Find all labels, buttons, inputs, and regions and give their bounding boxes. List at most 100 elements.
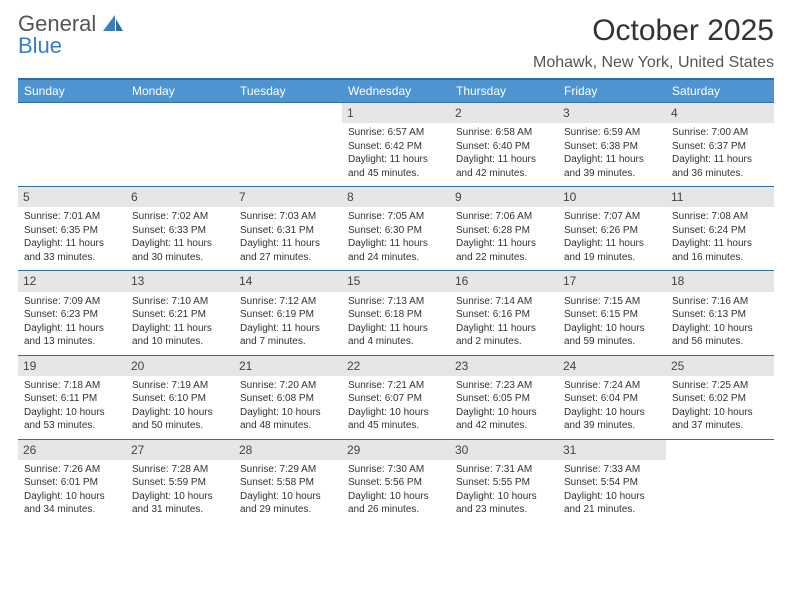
sunrise-text: Sunrise: 7:16 AM (672, 295, 768, 309)
day-number: 22 (342, 356, 450, 376)
sunrise-text: Sunrise: 6:58 AM (456, 126, 552, 140)
brand-text: General Blue (18, 14, 123, 58)
sunset-text: Sunset: 6:24 PM (672, 224, 768, 238)
daylight-text: Daylight: 10 hours and 48 minutes. (240, 406, 336, 433)
day-header: Friday (558, 80, 666, 103)
daylight-text: Daylight: 10 hours and 59 minutes. (564, 322, 660, 349)
sunrise-text: Sunrise: 7:14 AM (456, 295, 552, 309)
day-cell: 13Sunrise: 7:10 AMSunset: 6:21 PMDayligh… (126, 271, 234, 355)
sunrise-text: Sunrise: 7:06 AM (456, 210, 552, 224)
day-header: Tuesday (234, 80, 342, 103)
sunset-text: Sunset: 6:18 PM (348, 308, 444, 322)
day-number: 4 (666, 103, 774, 123)
sunset-text: Sunset: 6:19 PM (240, 308, 336, 322)
sunrise-text: Sunrise: 7:19 AM (132, 379, 228, 393)
week-row: 26Sunrise: 7:26 AMSunset: 6:01 PMDayligh… (18, 439, 774, 523)
sunset-text: Sunset: 6:15 PM (564, 308, 660, 322)
daylight-text: Daylight: 10 hours and 31 minutes. (132, 490, 228, 517)
day-cell (666, 439, 774, 523)
day-number: 3 (558, 103, 666, 123)
day-number (18, 103, 126, 123)
sunrise-text: Sunrise: 7:12 AM (240, 295, 336, 309)
sunset-text: Sunset: 6:42 PM (348, 140, 444, 154)
sunset-text: Sunset: 6:10 PM (132, 392, 228, 406)
sunrise-text: Sunrise: 7:03 AM (240, 210, 336, 224)
daylight-text: Daylight: 11 hours and 2 minutes. (456, 322, 552, 349)
day-cell (18, 103, 126, 187)
day-number: 16 (450, 271, 558, 291)
brand-bottom: Blue (18, 33, 62, 58)
sunrise-text: Sunrise: 7:26 AM (24, 463, 120, 477)
daylight-text: Daylight: 10 hours and 34 minutes. (24, 490, 120, 517)
daylight-text: Daylight: 11 hours and 10 minutes. (132, 322, 228, 349)
sunset-text: Sunset: 6:13 PM (672, 308, 768, 322)
daylight-text: Daylight: 11 hours and 19 minutes. (564, 237, 660, 264)
daylight-text: Daylight: 10 hours and 37 minutes. (672, 406, 768, 433)
page-header: General Blue October 2025 Mohawk, New Yo… (18, 14, 774, 72)
day-cell: 16Sunrise: 7:14 AMSunset: 6:16 PMDayligh… (450, 271, 558, 355)
day-header: Wednesday (342, 80, 450, 103)
daylight-text: Daylight: 10 hours and 45 minutes. (348, 406, 444, 433)
day-number: 31 (558, 440, 666, 460)
sail-icon (103, 15, 123, 31)
day-cell: 11Sunrise: 7:08 AMSunset: 6:24 PMDayligh… (666, 187, 774, 271)
day-cell: 27Sunrise: 7:28 AMSunset: 5:59 PMDayligh… (126, 439, 234, 523)
daylight-text: Daylight: 11 hours and 45 minutes. (348, 153, 444, 180)
day-number: 10 (558, 187, 666, 207)
day-number: 12 (18, 271, 126, 291)
calendar-table: Sunday Monday Tuesday Wednesday Thursday… (18, 80, 774, 523)
sunrise-text: Sunrise: 7:29 AM (240, 463, 336, 477)
day-cell: 29Sunrise: 7:30 AMSunset: 5:56 PMDayligh… (342, 439, 450, 523)
daylight-text: Daylight: 11 hours and 36 minutes. (672, 153, 768, 180)
day-cell: 15Sunrise: 7:13 AMSunset: 6:18 PMDayligh… (342, 271, 450, 355)
day-number: 18 (666, 271, 774, 291)
sunset-text: Sunset: 5:54 PM (564, 476, 660, 490)
day-cell: 12Sunrise: 7:09 AMSunset: 6:23 PMDayligh… (18, 271, 126, 355)
sunset-text: Sunset: 6:28 PM (456, 224, 552, 238)
day-number: 23 (450, 356, 558, 376)
sunrise-text: Sunrise: 7:20 AM (240, 379, 336, 393)
sunset-text: Sunset: 6:38 PM (564, 140, 660, 154)
day-cell: 4Sunrise: 7:00 AMSunset: 6:37 PMDaylight… (666, 103, 774, 187)
day-cell (126, 103, 234, 187)
sunrise-text: Sunrise: 7:07 AM (564, 210, 660, 224)
daylight-text: Daylight: 11 hours and 27 minutes. (240, 237, 336, 264)
sunrise-text: Sunrise: 7:05 AM (348, 210, 444, 224)
daylight-text: Daylight: 10 hours and 53 minutes. (24, 406, 120, 433)
sunrise-text: Sunrise: 6:59 AM (564, 126, 660, 140)
sunrise-text: Sunrise: 7:18 AM (24, 379, 120, 393)
daylight-text: Daylight: 11 hours and 16 minutes. (672, 237, 768, 264)
daylight-text: Daylight: 11 hours and 4 minutes. (348, 322, 444, 349)
day-number (126, 103, 234, 123)
sunrise-text: Sunrise: 7:24 AM (564, 379, 660, 393)
daylight-text: Daylight: 11 hours and 39 minutes. (564, 153, 660, 180)
day-number: 24 (558, 356, 666, 376)
daylight-text: Daylight: 10 hours and 56 minutes. (672, 322, 768, 349)
sunrise-text: Sunrise: 7:01 AM (24, 210, 120, 224)
day-cell: 5Sunrise: 7:01 AMSunset: 6:35 PMDaylight… (18, 187, 126, 271)
sunrise-text: Sunrise: 7:33 AM (564, 463, 660, 477)
day-cell (234, 103, 342, 187)
daylight-text: Daylight: 11 hours and 13 minutes. (24, 322, 120, 349)
sunrise-text: Sunrise: 7:21 AM (348, 379, 444, 393)
daylight-text: Daylight: 10 hours and 21 minutes. (564, 490, 660, 517)
sunset-text: Sunset: 6:33 PM (132, 224, 228, 238)
sunrise-text: Sunrise: 7:30 AM (348, 463, 444, 477)
day-number: 14 (234, 271, 342, 291)
sunset-text: Sunset: 6:37 PM (672, 140, 768, 154)
daylight-text: Daylight: 10 hours and 26 minutes. (348, 490, 444, 517)
week-row: 19Sunrise: 7:18 AMSunset: 6:11 PMDayligh… (18, 355, 774, 439)
day-number: 1 (342, 103, 450, 123)
daylight-text: Daylight: 11 hours and 7 minutes. (240, 322, 336, 349)
sunrise-text: Sunrise: 7:25 AM (672, 379, 768, 393)
sunrise-text: Sunrise: 7:28 AM (132, 463, 228, 477)
sunset-text: Sunset: 6:01 PM (24, 476, 120, 490)
day-cell: 19Sunrise: 7:18 AMSunset: 6:11 PMDayligh… (18, 355, 126, 439)
day-cell: 22Sunrise: 7:21 AMSunset: 6:07 PMDayligh… (342, 355, 450, 439)
day-cell: 1Sunrise: 6:57 AMSunset: 6:42 PMDaylight… (342, 103, 450, 187)
day-number: 9 (450, 187, 558, 207)
sunrise-text: Sunrise: 7:10 AM (132, 295, 228, 309)
sunrise-text: Sunrise: 7:02 AM (132, 210, 228, 224)
week-row: 1Sunrise: 6:57 AMSunset: 6:42 PMDaylight… (18, 103, 774, 187)
day-cell: 25Sunrise: 7:25 AMSunset: 6:02 PMDayligh… (666, 355, 774, 439)
